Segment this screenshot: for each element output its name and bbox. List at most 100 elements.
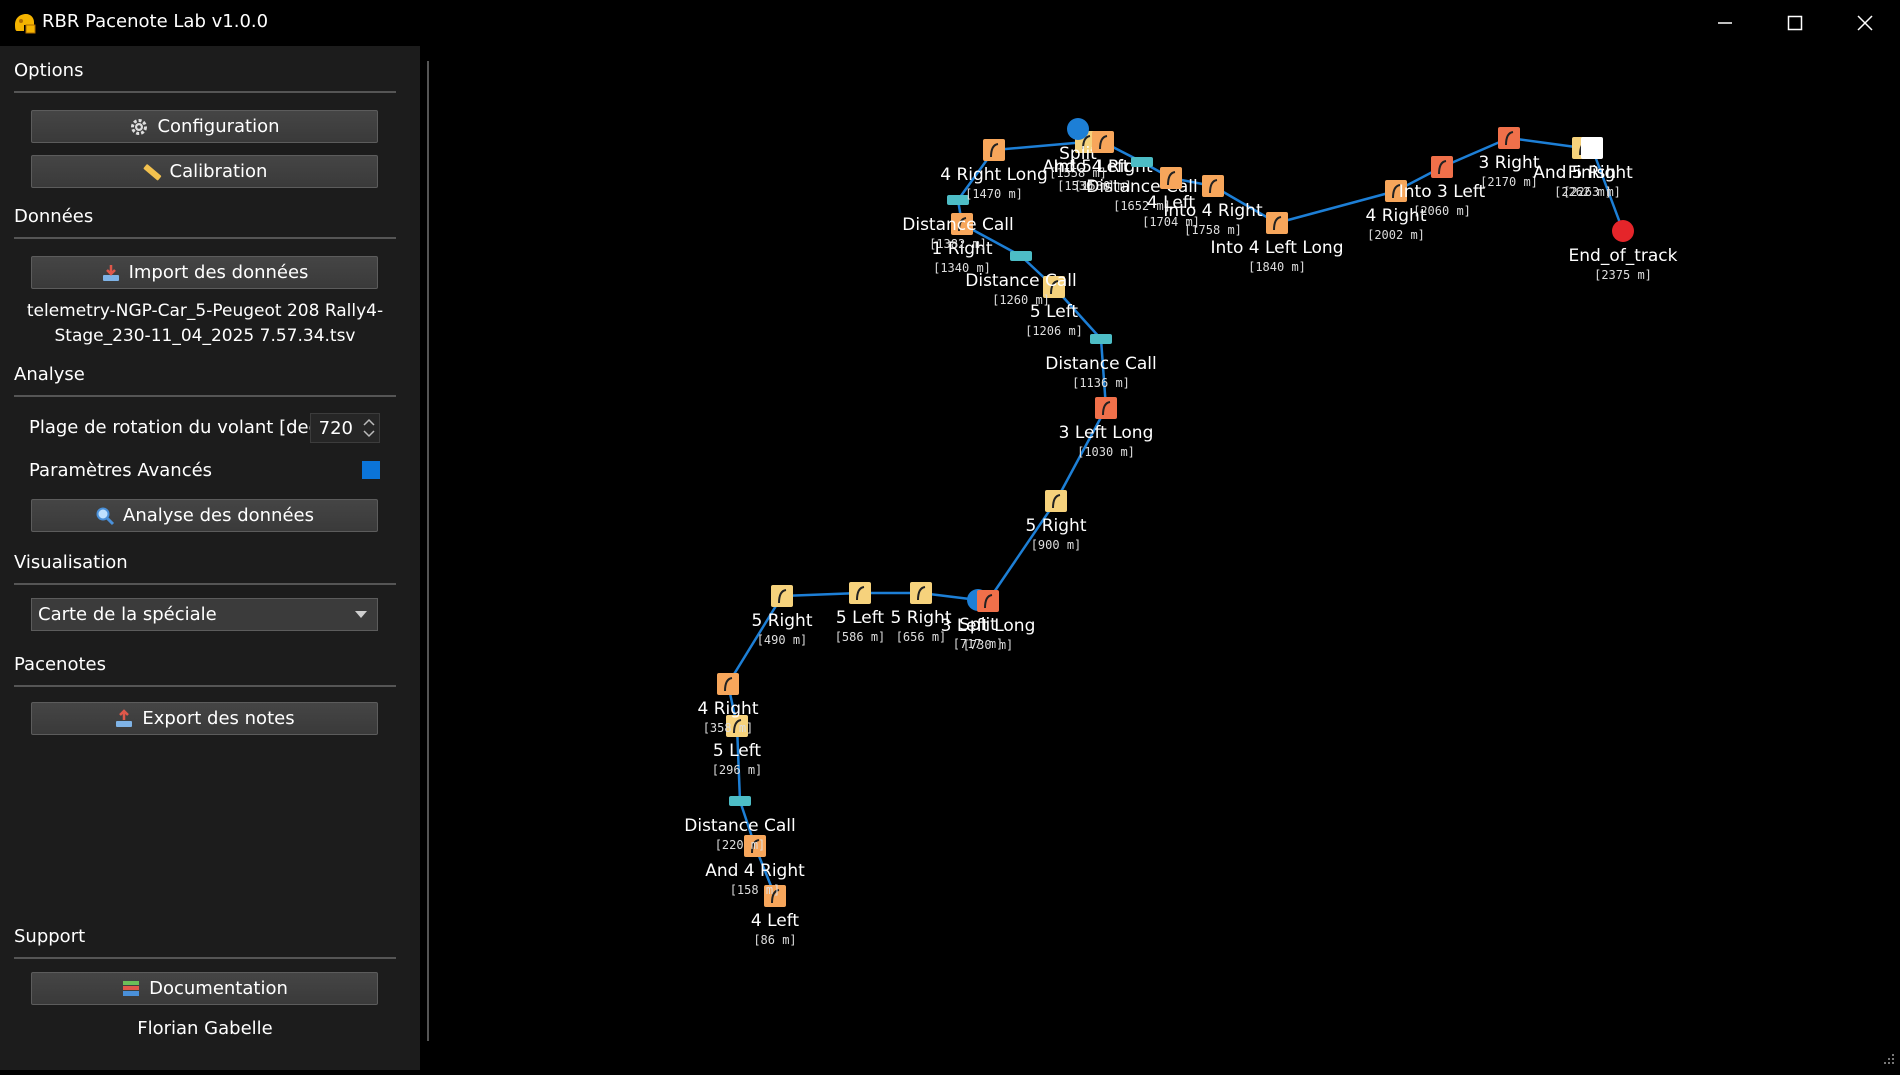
pacenote-marker[interactable]: 4 Right [358 m] xyxy=(698,673,759,735)
pacenote-distance: [86 m] xyxy=(753,933,796,947)
turn-arrow-icon xyxy=(1099,135,1108,150)
pacenote-marker[interactable]: 5 Right [490 m] xyxy=(752,585,813,647)
window-title: RBR Pacenote Lab v1.0.0 xyxy=(42,11,269,32)
pacenote-marker[interactable]: 3 Left Long [1030 m] xyxy=(1059,397,1154,459)
export-notes-button[interactable]: Export des notes xyxy=(31,702,378,735)
file-name-line: Stage_230-11_04_2025 7.57.34.tsv xyxy=(54,326,356,346)
panel-splitter[interactable] xyxy=(427,61,429,1041)
pacenote-marker[interactable]: Distance Call [1382 m] xyxy=(902,195,1014,251)
pacenote-label: Split xyxy=(1059,144,1097,164)
pacenote-label: Into 4 Left Long xyxy=(1210,238,1343,258)
pacenote-marker[interactable]: 4 Left [86 m] xyxy=(751,885,800,947)
pacenote-marker[interactable]: Distance Call [1136 m] xyxy=(1045,334,1157,390)
pacenote-label: 4 Left xyxy=(751,911,800,931)
analyse-data-label: Analyse des données xyxy=(123,505,314,526)
pacenote-marker[interactable]: 4 Right Long [1470 m] xyxy=(940,139,1048,201)
track-path xyxy=(726,127,1625,897)
pacenote-distance: [2002 m] xyxy=(1367,228,1425,242)
left-turn-icon xyxy=(726,715,748,737)
pacenote-label: Split xyxy=(959,615,997,635)
pacenote-distance: [1206 m] xyxy=(1025,324,1083,338)
turn-arrow-icon xyxy=(984,594,993,609)
pacenote-marker[interactable]: 5 Right [656 m] xyxy=(891,582,952,644)
turn-arrow-icon xyxy=(990,143,999,158)
section-title-pacenotes: Pacenotes xyxy=(14,654,106,675)
import-data-button[interactable]: Import des données xyxy=(31,256,378,289)
pacenote-distance: [2060 m] xyxy=(1413,204,1471,218)
view-select[interactable]: Carte de la spéciale xyxy=(31,598,378,631)
close-button[interactable] xyxy=(1830,0,1900,46)
pacenote-marker[interactable]: Finish [2263 m] xyxy=(1563,137,1621,199)
pacenote-distance: [1758 m] xyxy=(1184,223,1242,237)
wheel-range-spinbox[interactable]: 720 xyxy=(310,413,380,443)
right-turn-icon xyxy=(1045,490,1067,512)
distance-call-icon xyxy=(1090,334,1112,344)
turn-arrow-icon xyxy=(1167,171,1176,186)
pacenote-distance: [158 m] xyxy=(730,883,781,897)
pacenote-marker[interactable]: Into 4 Right [1758 m] xyxy=(1163,175,1263,237)
ruler-icon xyxy=(143,163,161,180)
pacenote-marker[interactable]: And 4 Right [158 m] xyxy=(705,835,805,897)
pacenote-marker[interactable]: 3 Right [2170 m] xyxy=(1479,127,1540,189)
pacenote-marker[interactable]: 5 Right [900 m] xyxy=(1026,490,1087,552)
right-turn-icon xyxy=(910,582,932,604)
chevron-down-icon xyxy=(355,611,367,618)
pacenote-label: 5 Left xyxy=(713,741,762,761)
pacenote-label: 4 Right xyxy=(698,699,759,719)
pacenote-distance: [1136 m] xyxy=(1072,376,1130,390)
pacenote-marker[interactable]: 5 Left [296 m] xyxy=(712,715,763,777)
pacenote-marker[interactable]: Distance Call [1260 m] xyxy=(965,251,1077,307)
pacenote-marker[interactable]: 3 Left Long [730 m] xyxy=(941,590,1036,652)
calibration-button[interactable]: Calibration xyxy=(31,155,378,188)
right-turn-icon xyxy=(1092,131,1114,153)
turn-arrow-icon xyxy=(1505,131,1514,146)
left-turn-icon xyxy=(1095,397,1117,419)
pacenote-marker[interactable]: 4 Left [1704 m] xyxy=(1142,167,1200,229)
documentation-button[interactable]: Documentation xyxy=(31,972,378,1005)
pacenote-marker[interactable]: Distance Call [220 m] xyxy=(684,796,796,852)
distance-call-icon xyxy=(729,796,751,806)
author-name: Florian Gabelle xyxy=(137,1018,273,1039)
wheel-range-label: Plage de rotation du volant [deg] xyxy=(29,417,328,438)
export-icon xyxy=(116,708,133,727)
pacenote-label: Finish xyxy=(1568,163,1616,183)
stage-map-canvas[interactable]: 4 Left [86 m] And 4 Right [158 m] Distance C… xyxy=(430,46,1900,1070)
pacenote-distance: [1470 m] xyxy=(965,187,1023,201)
pacenote-label: 4 Left xyxy=(1147,193,1196,213)
pacenote-marker[interactable]: Into 3 Left [2060 m] xyxy=(1399,156,1486,218)
resize-grip-icon[interactable] xyxy=(1880,1050,1896,1066)
pacenote-marker[interactable]: End_of_track [2375 m] xyxy=(1569,220,1678,282)
right-turn-icon xyxy=(983,139,1005,161)
pacenote-distance: [1030 m] xyxy=(1077,445,1135,459)
pacenote-distance: [1840 m] xyxy=(1248,260,1306,274)
analyse-data-button[interactable]: Analyse des données xyxy=(31,499,378,532)
advanced-params-label: Paramètres Avancés xyxy=(29,460,213,481)
pacenote-marker[interactable]: 5 Left [586 m] xyxy=(835,582,886,644)
maximize-button[interactable] xyxy=(1760,0,1830,46)
advanced-params-checkbox[interactable] xyxy=(362,461,380,479)
pacenote-distance: [730 m] xyxy=(963,638,1014,652)
left-turn-icon xyxy=(764,885,786,907)
section-title-donnees: Données xyxy=(14,206,94,227)
pacenote-marker[interactable]: Into 4 Right [1580 m] xyxy=(1053,131,1153,193)
pacenote-marker[interactable]: 5 Left [1206 m] xyxy=(1025,276,1083,338)
stage-map[interactable]: 4 Left [86 m] And 4 Right [158 m] Distance C… xyxy=(430,46,1900,1070)
configuration-button[interactable]: Configuration xyxy=(31,110,378,143)
books-icon xyxy=(123,980,140,996)
right-turn-icon xyxy=(771,585,793,607)
main-window: Options Configuration Calibration Donnée… xyxy=(0,46,1900,1070)
pacenote-marker[interactable]: Split [1558 m] xyxy=(1049,118,1107,180)
pacenote-marker[interactable]: 4 Right [2002 m] xyxy=(1366,180,1427,242)
pacenote-distance: [1652 m] xyxy=(1113,199,1171,213)
pacenote-label: Distance Call xyxy=(684,816,795,836)
split-icon xyxy=(1067,118,1089,140)
minimize-button[interactable] xyxy=(1690,0,1760,46)
section-divider xyxy=(14,91,396,93)
right-turn-icon xyxy=(1498,127,1520,149)
spin-arrows-icon[interactable] xyxy=(361,416,377,440)
left-turn-icon xyxy=(977,590,999,612)
pacenote-distance: [900 m] xyxy=(1031,538,1082,552)
pacenote-marker[interactable]: 1 Right [1340 m] xyxy=(932,213,993,275)
section-title-options: Options xyxy=(14,60,84,81)
pacenote-marker[interactable]: Into 4 Left Long [1840 m] xyxy=(1210,212,1344,274)
